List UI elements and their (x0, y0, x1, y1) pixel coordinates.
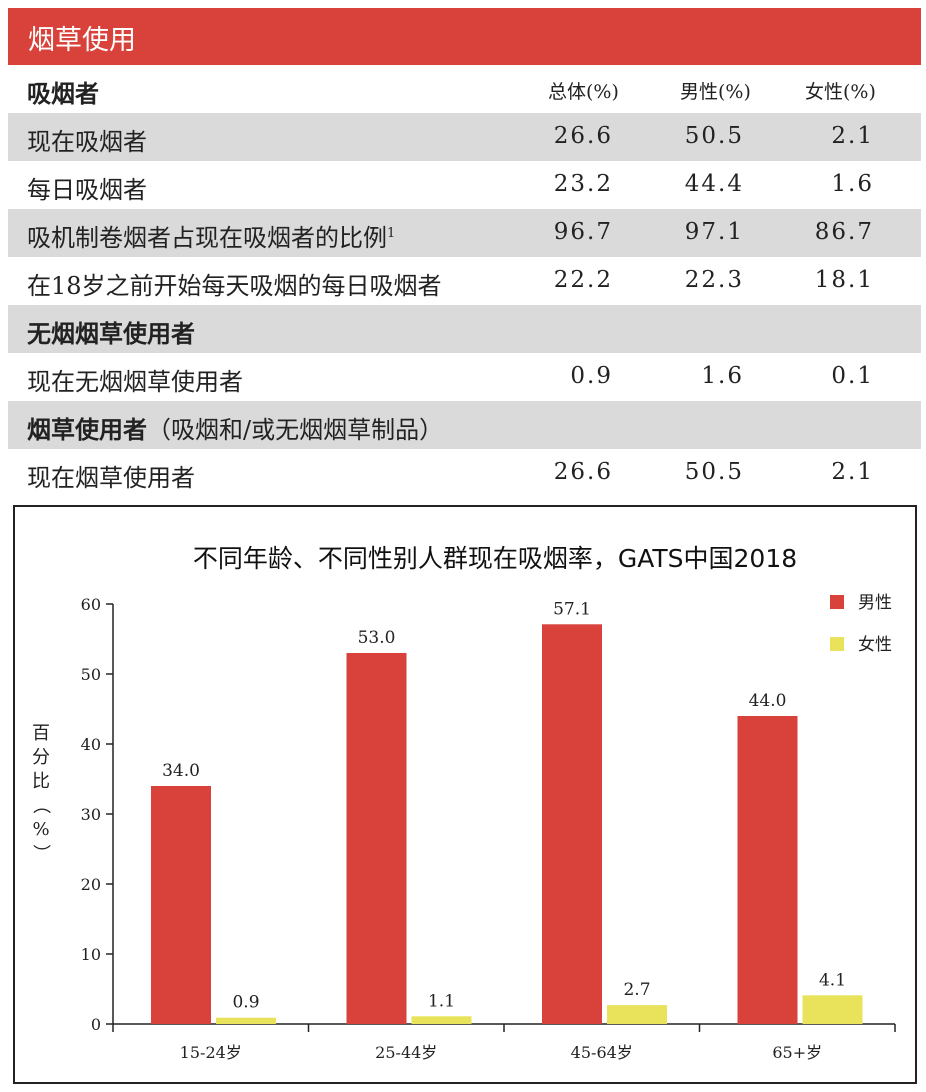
row-label-text: 吸机制卷烟者占现在吸烟者的比例 (27, 224, 387, 252)
table-group-header: 无烟烟草使用者 (8, 305, 921, 353)
group-heading: 无烟烟草使用者 (27, 319, 195, 348)
value-total: 96.7 (553, 219, 613, 245)
value-total: 0.9 (570, 363, 613, 389)
row-label: 现在无烟烟草使用者 (27, 368, 243, 396)
bar-male (542, 624, 602, 1024)
legend-swatch (830, 595, 844, 609)
row-label: 吸机制卷烟者占现在吸烟者的比例1 (27, 218, 395, 253)
legend-swatch (830, 637, 844, 651)
table-group-header: 吸烟者 总体(%) 男性(%) 女性(%) (8, 65, 921, 113)
value-total: 26.6 (553, 123, 613, 149)
data-label: 44.0 (749, 691, 787, 711)
data-label: 57.1 (553, 599, 591, 619)
bar-female (411, 1016, 472, 1024)
value-female: 1.6 (831, 171, 874, 197)
bar-female (607, 1005, 667, 1024)
table-row: 现在吸烟者 26.6 50.5 2.1 (8, 113, 921, 161)
y-axis-label-char: 比 (32, 771, 50, 792)
data-label: 4.1 (819, 970, 846, 990)
table-row: 每日吸烟者 23.2 44.4 1.6 (8, 161, 921, 209)
bar-female (802, 995, 863, 1024)
tobacco-use-table: 吸烟者 总体(%) 男性(%) 女性(%) 现在吸烟者 26.6 50.5 2.… (8, 65, 921, 497)
bar-female (216, 1017, 276, 1024)
y-tick-label: 30 (81, 805, 101, 824)
value-male: 97.1 (684, 219, 744, 245)
column-header-female: 女性(%) (805, 81, 876, 103)
value-total: 22.2 (553, 267, 613, 293)
x-tick-label: 15-24岁 (180, 1043, 242, 1062)
group-heading: 烟草使用者 (27, 415, 147, 444)
data-label: 1.1 (428, 991, 455, 1011)
value-male: 44.4 (684, 171, 744, 197)
data-label: 53.0 (358, 628, 396, 648)
chart-title: 不同年龄、不同性别人群现在吸烟率，GATS中国2018 (193, 544, 797, 573)
row-label: 每日吸烟者 (27, 176, 147, 204)
footnote-marker: 1 (387, 226, 396, 241)
data-label: 2.7 (623, 980, 650, 1000)
group-heading-note: （吸烟和/或无烟烟草制品） (147, 416, 444, 444)
value-total: 26.6 (553, 459, 613, 485)
table-row: 现在无烟烟草使用者 0.9 1.6 0.1 (8, 353, 921, 401)
value-female: 86.7 (814, 219, 874, 245)
row-label: 在18岁之前开始每天吸烟的每日吸烟者 (27, 272, 442, 300)
section-title: 烟草使用 (28, 25, 136, 56)
y-axis-label-char: 分 (32, 747, 50, 768)
bar-chart: 不同年龄、不同性别人群现在吸烟率，GATS中国2018 0 10 20 30 40 50 6… (30, 544, 896, 1062)
data-label: 34.0 (162, 761, 200, 781)
y-tick-label: 60 (81, 595, 101, 614)
table-group-header: 烟草使用者（吸烟和/或无烟烟草制品） (8, 401, 921, 449)
table-row: 在18岁之前开始每天吸烟的每日吸烟者 22.2 22.3 18.1 (8, 257, 921, 305)
value-total: 23.2 (553, 171, 613, 197)
row-label: 现在烟草使用者 (27, 464, 195, 492)
legend-label: 男性 (858, 593, 892, 613)
table-row: 现在烟草使用者 26.6 50.5 2.1 (8, 449, 921, 497)
value-female: 0.1 (831, 363, 874, 389)
bar-male (346, 653, 407, 1024)
section-banner: 烟草使用 (8, 8, 921, 65)
group-heading-line: 烟草使用者（吸烟和/或无烟烟草制品） (27, 410, 443, 445)
x-tick-label: 45-64岁 (571, 1043, 633, 1062)
y-axis-label-char: ） (30, 844, 51, 862)
value-female: 2.1 (831, 459, 874, 485)
value-female: 2.1 (831, 123, 874, 149)
y-axis-label-char: % (32, 819, 49, 840)
group-heading: 吸烟者 (27, 79, 99, 108)
y-tick-label: 50 (81, 665, 101, 684)
table-row: 吸机制卷烟者占现在吸烟者的比例1 96.7 97.1 86.7 (8, 209, 921, 257)
chart-panel: 不同年龄、不同性别人群现在吸烟率，GATS中国2018 0 10 20 30 40 50 6… (13, 505, 917, 1084)
column-header-male: 男性(%) (680, 81, 751, 103)
y-axis-label-char: 百 (32, 723, 50, 744)
y-tick-label: 0 (91, 1015, 101, 1034)
y-axis-label-char: （ (30, 796, 51, 814)
data-label: 0.9 (232, 993, 259, 1013)
value-male: 1.6 (701, 363, 744, 389)
y-tick-label: 20 (81, 875, 101, 894)
value-male: 50.5 (684, 123, 744, 149)
chart-plot-area: 0 10 20 30 40 50 60 百分比 （% ） 15-24岁 34.0 0.9 25-44岁 53… (30, 593, 896, 1062)
legend-label: 女性 (858, 635, 892, 655)
value-male: 50.5 (684, 459, 744, 485)
row-label: 现在吸烟者 (27, 128, 147, 156)
value-male: 22.3 (684, 267, 744, 293)
bar-male (737, 716, 798, 1024)
x-tick-label: 65+岁 (772, 1043, 822, 1062)
y-tick-label: 10 (81, 945, 101, 964)
column-header-total: 总体(%) (548, 81, 619, 103)
value-female: 18.1 (814, 267, 874, 293)
x-tick-label: 25-44岁 (375, 1043, 437, 1062)
bar-male (151, 786, 211, 1024)
y-tick-label: 40 (81, 735, 101, 754)
